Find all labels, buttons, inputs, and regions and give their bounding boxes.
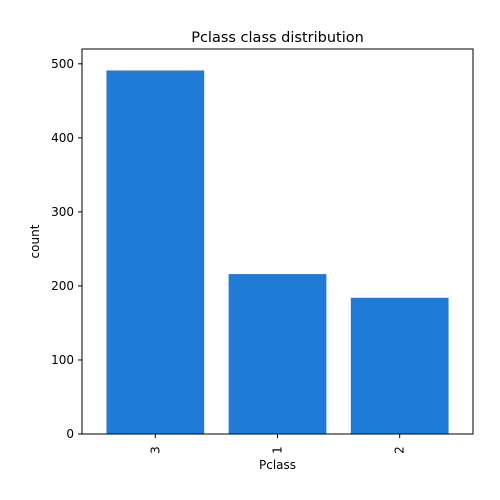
chart-title: Pclass class distribution xyxy=(191,30,364,46)
bar-3 xyxy=(106,70,205,434)
plot-frame xyxy=(81,48,474,435)
y-axis-ticks: 0 100 200 300 400 500 xyxy=(51,57,82,441)
y-tick-label-0: 0 xyxy=(66,427,74,441)
bar-2 xyxy=(350,297,449,434)
y-tick-label-200: 200 xyxy=(51,279,74,293)
bars-group xyxy=(106,70,449,434)
y-tick-label-500: 500 xyxy=(51,57,74,71)
y-tick-label-100: 100 xyxy=(51,353,74,367)
y-tick-label-300: 300 xyxy=(51,205,74,219)
y-axis-label: count xyxy=(28,224,42,258)
x-tick-label-1: 1 xyxy=(271,446,285,454)
x-tick-label-3: 3 xyxy=(148,446,162,454)
x-axis-label: Pclass xyxy=(259,458,296,472)
y-tick-label-400: 400 xyxy=(51,131,74,145)
x-tick-label-2: 2 xyxy=(393,446,407,454)
bar-1 xyxy=(228,274,327,434)
x-axis-ticks: 3 1 2 xyxy=(148,434,407,454)
